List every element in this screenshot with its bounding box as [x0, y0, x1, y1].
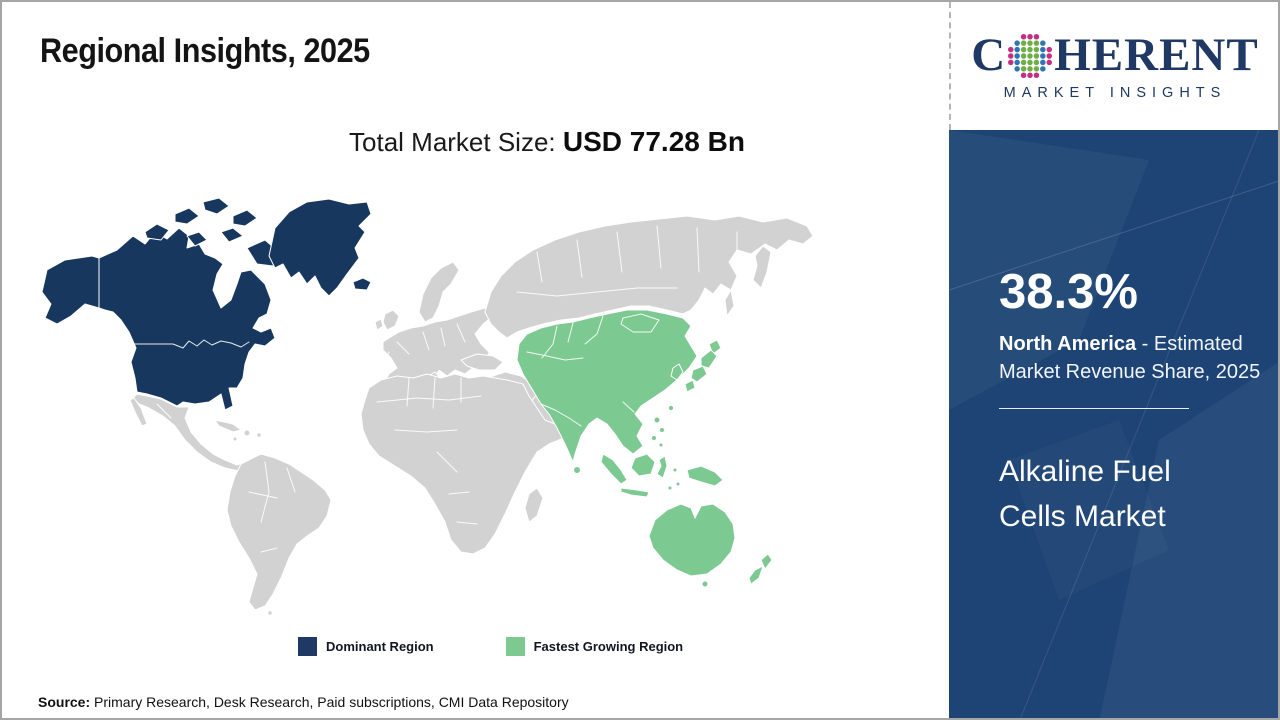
- market-share-desc-text: - Estimated Market Revenue Share, 2025: [999, 333, 1261, 383]
- market-share-description: North America - Estimated Market Revenue…: [999, 331, 1261, 386]
- source-line: Source: Primary Research, Desk Research,…: [38, 694, 569, 710]
- legend-item-dominant: Dominant Region: [298, 637, 434, 656]
- market-name: Alkaline Fuel Cells Market: [999, 455, 1171, 534]
- brand-letters-rest: HERENT: [1054, 28, 1259, 81]
- page-title: Regional Insights, 2025: [40, 32, 370, 70]
- region-asia-pacific: [516, 309, 773, 588]
- fastest-growing-region-label: Fastest Growing Region: [533, 639, 684, 654]
- total-market-size-value: USD 77.28 Bn: [562, 126, 745, 157]
- legend-item-fastest-growing: Fastest Growing Region: [505, 637, 684, 656]
- header-divider: [949, 2, 951, 130]
- region-north-america: [41, 197, 372, 411]
- world-map-svg: [41, 197, 814, 616]
- fastest-growing-region-swatch: [505, 637, 525, 656]
- total-market-size: Total Market Size: USD 77.28 Bn: [197, 126, 897, 158]
- market-share-region: North America: [999, 333, 1137, 355]
- sidebar-divider: [999, 408, 1189, 410]
- market-share-value: 38.3%: [999, 265, 1138, 319]
- country-borders: [98, 225, 738, 553]
- dominant-region-swatch: [298, 637, 317, 656]
- world-map: [37, 192, 817, 632]
- globe-dots-icon: [1008, 34, 1053, 78]
- stats-sidebar: 38.3% North America - Estimated Market R…: [949, 130, 1278, 718]
- brand-logo: C: [950, 2, 1278, 130]
- total-market-size-label: Total Market Size:: [349, 127, 556, 157]
- brand-wordmark: C: [971, 28, 1259, 81]
- source-text: Primary Research, Desk Research, Paid su…: [90, 694, 569, 710]
- map-legend: Dominant Region Fastest Growing Region: [298, 637, 683, 656]
- sidebar-map-texture: [949, 130, 1278, 718]
- brand-tagline: MARKET INSIGHTS: [1003, 84, 1227, 101]
- sidebar-content: 38.3% North America - Estimated Market R…: [949, 130, 1278, 539]
- brand-letter-c: C: [971, 28, 1007, 81]
- dominant-region-label: Dominant Region: [326, 639, 434, 654]
- source-label: Source:: [38, 694, 91, 710]
